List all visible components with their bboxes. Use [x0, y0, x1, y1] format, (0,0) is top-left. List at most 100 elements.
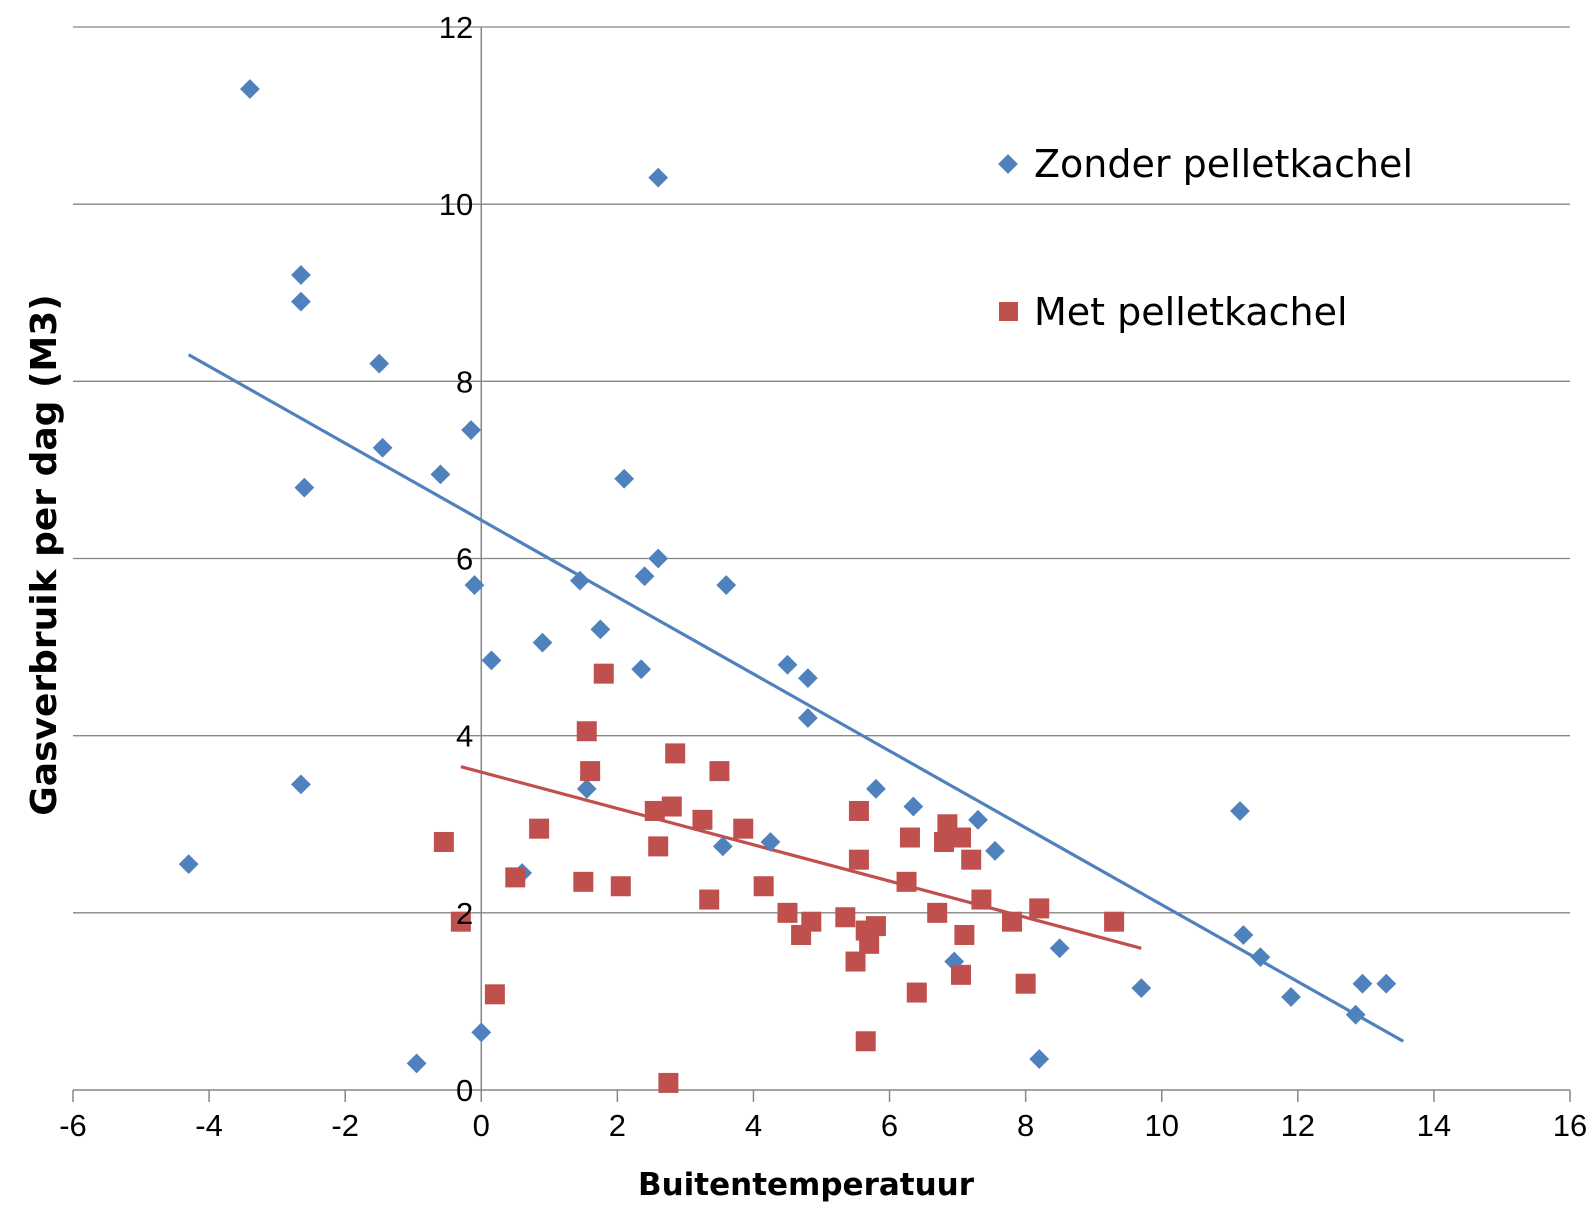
data-point-diamond — [903, 796, 924, 817]
data-point-diamond — [294, 477, 315, 498]
x-tick-label: 14 — [1417, 1108, 1451, 1143]
x-axis-title: Buitentemperatuur — [638, 1167, 975, 1203]
data-point-square — [801, 911, 822, 932]
legend-marker-diamond — [998, 154, 1018, 174]
data-point-diamond — [631, 659, 652, 680]
data-series — [178, 79, 1397, 1093]
data-point-diamond — [481, 650, 502, 671]
x-tick-label: -6 — [59, 1108, 87, 1143]
trendlines — [187, 353, 1405, 1043]
x-tick-label: -4 — [195, 1108, 223, 1143]
data-point-diamond — [797, 668, 818, 688]
data-point-diamond — [471, 1022, 492, 1043]
data-point-square — [845, 951, 866, 972]
data-point-square — [899, 827, 920, 848]
data-point-square — [576, 721, 597, 742]
data-point-diamond — [532, 632, 553, 653]
y-tick-label: 12 — [439, 10, 473, 45]
data-point-square — [709, 761, 730, 782]
data-point-diamond — [1131, 978, 1152, 999]
data-point-diamond — [1029, 1049, 1050, 1069]
x-tick-label: -2 — [331, 1108, 359, 1143]
y-tick-label: 0 — [456, 1073, 473, 1108]
data-point-diamond — [648, 167, 669, 188]
data-point-square — [933, 831, 954, 852]
data-point-square — [950, 827, 971, 848]
trendline-zonder — [187, 353, 1405, 1043]
data-point-square — [699, 889, 720, 910]
data-point-square — [865, 916, 886, 937]
data-point-diamond — [461, 420, 481, 440]
data-point-diamond — [1345, 1004, 1366, 1025]
data-point-diamond — [1376, 973, 1397, 994]
data-point-square — [610, 876, 631, 897]
data-point-square — [1104, 911, 1125, 932]
x-tick-label: 2 — [609, 1108, 626, 1143]
data-point-diamond — [648, 548, 669, 569]
data-point-diamond — [777, 654, 798, 675]
data-point-diamond — [985, 840, 1005, 861]
data-point-diamond — [590, 619, 611, 640]
x-tick-label: 6 — [881, 1108, 898, 1143]
data-point-square — [1029, 898, 1050, 919]
data-point-square — [433, 831, 454, 852]
x-tick-label: 0 — [473, 1108, 490, 1143]
data-point-diamond — [968, 809, 988, 830]
data-point-diamond — [866, 778, 886, 799]
data-point-diamond — [291, 291, 311, 312]
legend: Zonder pelletkachel Met pelletkachel — [998, 142, 1413, 334]
data-point-diamond — [430, 464, 451, 485]
data-point-square — [733, 818, 754, 839]
y-tick-label: 6 — [456, 542, 473, 577]
data-point-square — [505, 867, 526, 888]
tick-labels: 0 2 4 6 8 10 12 -6 -4 -2 0 2 4 6 8 10 12 14 16 — [59, 10, 1587, 1143]
data-point-square — [658, 1072, 679, 1093]
data-point-diamond — [369, 353, 390, 374]
data-point-diamond — [372, 437, 393, 458]
data-point-square — [927, 902, 948, 923]
data-point-diamond — [178, 854, 199, 875]
data-point-diamond — [1049, 938, 1070, 959]
y-tick-label: 8 — [456, 364, 473, 399]
axes — [72, 27, 1571, 1102]
data-point-square — [835, 907, 856, 928]
legend-item-met: Met pelletkachel — [999, 290, 1348, 334]
data-point-square — [692, 809, 713, 830]
data-point-diamond — [797, 708, 818, 728]
data-point-diamond — [716, 575, 737, 595]
data-point-square — [906, 982, 927, 1003]
data-point-diamond — [1352, 973, 1373, 994]
data-point-square — [859, 933, 880, 954]
data-point-diamond — [576, 778, 597, 799]
data-point-square — [777, 902, 798, 923]
data-point-square — [971, 889, 992, 910]
data-point-square — [950, 964, 971, 985]
x-tick-label: 12 — [1281, 1108, 1315, 1143]
data-point-diamond — [291, 774, 311, 795]
data-point-diamond — [614, 468, 635, 489]
data-point-square — [644, 800, 665, 821]
data-point-square — [593, 663, 614, 684]
data-point-square — [661, 796, 682, 817]
data-point-square — [580, 761, 601, 782]
y-axis-title: Gasverbruik per dag (M3) — [24, 294, 65, 816]
legend-label-met: Met pelletkachel — [1034, 290, 1348, 334]
data-point-square — [848, 849, 869, 870]
x-tick-label: 4 — [745, 1108, 762, 1143]
y-tick-label: 10 — [439, 187, 473, 222]
data-point-square — [529, 818, 550, 839]
data-point-diamond — [1281, 987, 1301, 1007]
data-point-square — [896, 871, 917, 892]
data-point-square — [954, 924, 975, 945]
data-point-square — [1002, 911, 1023, 932]
series-zonder — [178, 79, 1397, 1074]
data-point-square — [855, 1031, 876, 1052]
data-point-square — [573, 871, 594, 892]
x-tick-label: 8 — [1017, 1108, 1034, 1143]
y-tick-label: 4 — [456, 719, 473, 754]
data-point-square — [648, 836, 669, 857]
series-met — [433, 663, 1125, 1093]
trendline-met — [460, 765, 1142, 950]
data-point-square — [450, 911, 471, 932]
